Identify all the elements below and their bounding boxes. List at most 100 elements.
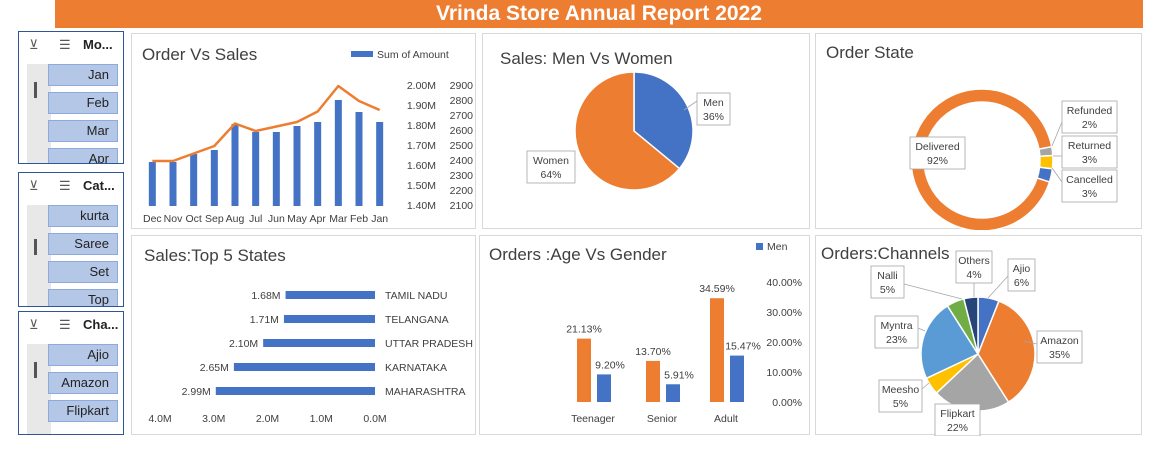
data-label-others-text: 4% xyxy=(966,269,981,281)
category-label: MAHARASHTRA xyxy=(385,386,466,398)
data-label-nalli-text: Nalli xyxy=(877,270,897,282)
slicer-item-amazon[interactable]: Amazon xyxy=(48,372,118,394)
x-tick-label: Teenager xyxy=(571,413,615,425)
filter-icon: ⊻ xyxy=(29,37,39,52)
leader-line-nalli xyxy=(903,283,963,300)
x-tick-label: Apr xyxy=(309,213,326,225)
category-label: TELANGANA xyxy=(385,314,449,326)
category-slicer[interactable]: ⊻ ☰ Cat... kurta Saree Set Top xyxy=(18,172,124,307)
month-slicer[interactable]: ⊻ ☰ Mo... Jan Feb Mar Apr xyxy=(18,31,124,164)
data-label-cancelled-text: Cancelled xyxy=(1066,174,1113,186)
data-label: 21.13% xyxy=(566,324,602,336)
bar-may xyxy=(293,126,301,206)
right-axis-tick-label: 2300 xyxy=(450,170,474,182)
data-label-myntra-box xyxy=(874,315,919,349)
data-label-women-box xyxy=(526,150,576,184)
scroll-thumb[interactable] xyxy=(34,362,37,378)
slicer-scrollbar[interactable] xyxy=(27,344,51,434)
y-tick-label: 10.00% xyxy=(766,367,802,379)
data-label-delivered-box xyxy=(909,136,966,170)
x-tick-label: Jun xyxy=(268,213,285,225)
category-label: KARNATAKA xyxy=(385,362,447,374)
data-label: 5.91% xyxy=(664,369,694,381)
data-label: 15.47% xyxy=(725,341,761,353)
y-tick-label: 20.00% xyxy=(766,337,802,349)
data-label: 2.99M xyxy=(182,386,211,398)
channel-slicer[interactable]: ⊻ ☰ Cha... Ajio Amazon Flipkart xyxy=(18,311,124,435)
data-label-myntra-text: 23% xyxy=(886,334,907,346)
slicer-scrollbar[interactable] xyxy=(27,205,51,306)
bar-teenager-b xyxy=(597,374,611,402)
x-tick-label: Aug xyxy=(226,213,245,225)
slicer-item-set[interactable]: Set xyxy=(48,261,118,283)
x-tick-label: 1.0M xyxy=(310,413,333,425)
filter-icon: ⊻ xyxy=(29,317,39,332)
channels-chart: Ajio 6% Amazon 35% Flipkart 22% Meesho 5% Myntra… xyxy=(870,250,1083,436)
men-vs-women-panel[interactable]: Sales: Men Vs Women Men 36% Women 64% xyxy=(482,33,810,229)
slicer-item-mar[interactable]: Mar xyxy=(48,120,118,142)
data-label-returned-text: Returned xyxy=(1068,140,1111,152)
slicer-item-apr[interactable]: Apr xyxy=(48,148,118,163)
slicer-item-jan[interactable]: Jan xyxy=(48,64,118,86)
slicer-item-saree[interactable]: Saree xyxy=(48,233,118,255)
bar-maharashtra xyxy=(215,387,375,395)
bar-jan xyxy=(376,122,384,206)
leader-line-meesho xyxy=(921,382,930,390)
bar-telangana xyxy=(283,315,375,323)
y-tick-label: 40.00% xyxy=(766,277,802,289)
bar-dec xyxy=(148,162,156,206)
data-label-flipkart-text: Flipkart xyxy=(940,408,975,420)
x-tick-label: Mar xyxy=(329,213,348,225)
age-vs-gender-panel[interactable]: Orders :Age Vs Gender Men 21.13% 9.20% Teen… xyxy=(479,235,810,435)
x-tick-label: Sep xyxy=(205,213,224,225)
bar-sep xyxy=(210,150,218,206)
channels-panel[interactable]: Orders:Channels Ajio 6% Amazon 35% Flipkart 2… xyxy=(815,235,1142,436)
multi-select-icon[interactable]: ☰ xyxy=(59,317,71,332)
right-axis-tick-label: 2400 xyxy=(450,155,474,167)
scroll-thumb[interactable] xyxy=(34,82,37,98)
slicer-header: ⊻ ☰ Mo... xyxy=(19,32,123,58)
order-vs-sales-panel[interactable]: Order Vs Sales Sum of Amount Dec Nov Oct Sep… xyxy=(131,33,476,229)
report-title: Vrinda Store Annual Report 2022 xyxy=(55,0,1143,28)
bar-tamil-nadu xyxy=(285,291,375,299)
legend-label: Men xyxy=(767,241,788,253)
right-axis-tick-label: 2500 xyxy=(450,140,474,152)
chart-title: Orders :Age Vs Gender xyxy=(489,245,667,264)
bar-feb xyxy=(355,112,363,206)
multi-select-icon[interactable]: ☰ xyxy=(59,178,71,193)
data-label-meesho-text: Meesho xyxy=(882,384,920,396)
right-axis-tick-label: 2200 xyxy=(450,185,474,197)
bar-senior-b xyxy=(666,384,680,402)
data-label-amazon-text: 35% xyxy=(1049,349,1070,361)
top-states-chart: 1.68M TAMIL NADU 1.71M TELANGANA 2.10M UTTAR … xyxy=(148,290,473,425)
slicer-item-feb[interactable]: Feb xyxy=(48,92,118,114)
data-label-delivered-text: 92% xyxy=(927,155,948,167)
bar-mar xyxy=(334,100,342,206)
slicer-item-top[interactable]: Top xyxy=(48,289,118,306)
order-state-panel[interactable]: Order State Delivered 92% Refunded 2% Return… xyxy=(815,33,1142,230)
leader-line-myntra xyxy=(917,327,926,332)
scroll-thumb[interactable] xyxy=(34,239,37,255)
data-label: 1.71M xyxy=(250,314,279,326)
left-axis-tick-label: 1.40M xyxy=(407,200,436,212)
left-axis-tick-label: 1.60M xyxy=(407,160,436,172)
slicer-item-ajio[interactable]: Ajio xyxy=(48,344,118,366)
doughnut-slice-delivered xyxy=(910,88,1053,230)
x-tick-label: Senior xyxy=(647,413,678,425)
slicer-item-kurta[interactable]: kurta xyxy=(48,205,118,227)
x-tick-label: May xyxy=(287,213,308,225)
legend-swatch-sum-of-amount xyxy=(351,51,373,57)
top-states-panel[interactable]: Sales:Top 5 States 1.68M TAMIL NADU 1.71M T… xyxy=(131,235,476,435)
data-label-ajio-text: Ajio xyxy=(1013,263,1031,275)
bar-apr xyxy=(314,122,322,206)
bar-adult-b xyxy=(730,355,744,402)
data-label-men-text: Men xyxy=(703,97,724,109)
data-label-refunded-text: 2% xyxy=(1082,119,1097,131)
pie-slice-amazon xyxy=(977,300,1036,404)
data-label-women-text: Women xyxy=(533,155,569,167)
slicer-item-flipkart[interactable]: Flipkart xyxy=(48,400,118,422)
data-label-delivered-text: Delivered xyxy=(915,141,960,153)
slicer-scrollbar[interactable] xyxy=(27,64,51,163)
multi-select-icon[interactable]: ☰ xyxy=(59,37,71,52)
right-axis-tick-label: 2900 xyxy=(450,80,474,92)
